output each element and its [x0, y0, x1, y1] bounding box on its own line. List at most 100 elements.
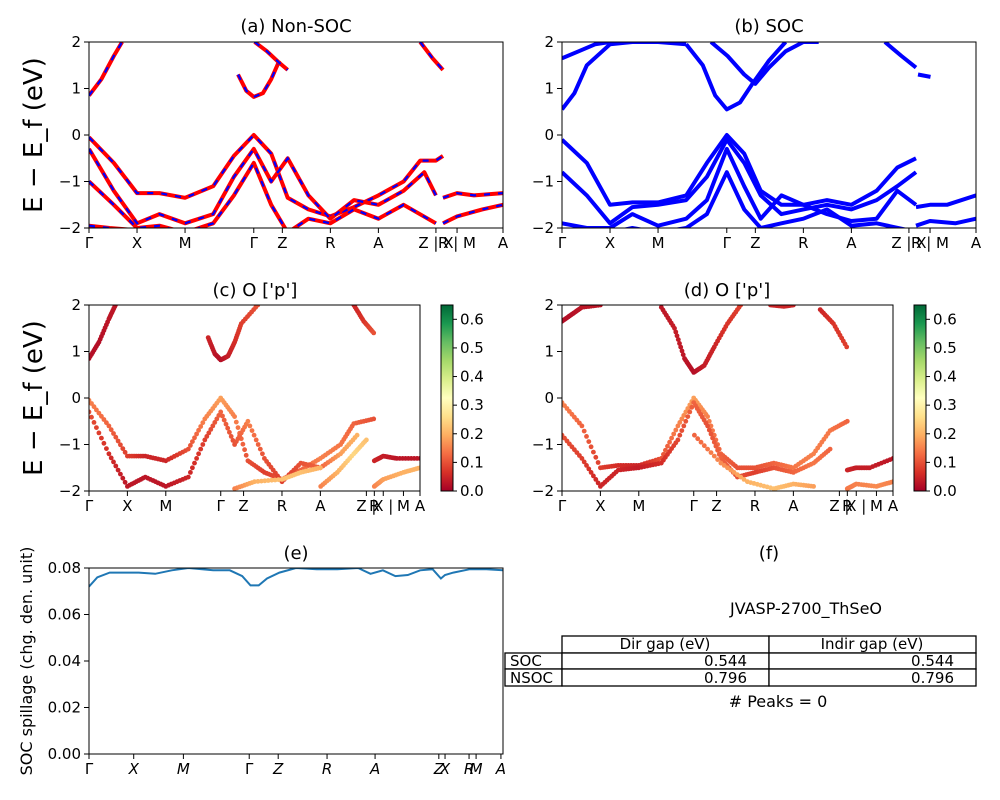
band-point [118, 471, 123, 477]
x-tick-label: M [652, 234, 665, 252]
band-point [198, 446, 204, 452]
x-tick-label: R [750, 497, 760, 515]
band-point [225, 425, 231, 431]
band-point [318, 465, 323, 471]
x-tick-label: R | M [911, 234, 949, 252]
band-point [695, 436, 701, 442]
colorbar-tick-label: 0.5 [933, 339, 957, 357]
x-tick-label: Γ [558, 234, 567, 252]
plot-frame [561, 304, 894, 492]
band-point [115, 438, 121, 444]
colorbar-tick-label: 0.1 [933, 453, 957, 471]
x-tick-label: M [179, 234, 192, 252]
band-point [713, 443, 719, 449]
band-point [113, 434, 119, 440]
gap-table: Dir gap (eV) Indir gap (eV) SOC 0.544 0.… [504, 635, 977, 687]
band-point [711, 439, 717, 445]
band-point [206, 430, 212, 436]
band-point [673, 427, 679, 433]
band-point [689, 404, 695, 410]
y-tick-label: 2 [71, 296, 81, 314]
band-point [242, 447, 248, 453]
y-tick-label: 1 [71, 80, 81, 98]
band-point [692, 432, 697, 438]
band-point [716, 452, 722, 457]
band-point [741, 477, 747, 482]
band-point [595, 480, 601, 486]
y-tick-label: 2 [71, 33, 81, 51]
band-point [89, 414, 94, 420]
band-point [705, 446, 710, 452]
spillage-line [89, 568, 503, 588]
band-point [113, 463, 119, 469]
band-point [115, 467, 121, 473]
x-tick-label: M [397, 497, 410, 515]
band-point [94, 425, 99, 430]
band-point [185, 446, 191, 452]
table-row-label-nsoc: NSOC [510, 669, 553, 687]
band-point [677, 341, 682, 346]
band-point [701, 443, 707, 449]
band-point [675, 337, 681, 342]
band-point [679, 416, 685, 422]
colorbar-bar [440, 304, 454, 492]
plot-background [89, 305, 420, 491]
band-point [227, 429, 232, 435]
table-row-label-soc: SOC [510, 652, 542, 670]
colorbar-tick-label: 0.2 [933, 425, 957, 443]
band-point [120, 446, 126, 451]
panel-c-title: (c) O ['p'] [213, 280, 298, 301]
y-tick-label: 0.08 [48, 559, 81, 577]
band-point [260, 451, 265, 457]
band-point [706, 427, 712, 433]
band-point [202, 437, 208, 443]
x-tick-label: R [464, 760, 474, 778]
band-line-9 [89, 223, 134, 228]
band-point [208, 427, 214, 432]
band-line-0 [562, 42, 687, 111]
y-tick-label: 0 [71, 389, 81, 407]
band-point [581, 428, 587, 434]
table-soc-indir: 0.544 [911, 652, 954, 670]
plot-background [89, 568, 503, 754]
series-group [89, 42, 503, 228]
band-point [255, 442, 261, 447]
panel-d-title: (d) O ['p'] [684, 280, 770, 301]
band-point [371, 330, 377, 336]
table-nsoc-indir: 0.796 [911, 669, 954, 687]
colorbar-tick-label: 0.5 [460, 339, 484, 357]
band-point [216, 413, 222, 418]
x-tick-label: Γ [250, 234, 259, 252]
x-tick-label: A [788, 497, 799, 515]
band-point [674, 333, 680, 339]
band-point [581, 459, 587, 465]
x-tick-label: Γ [217, 497, 226, 515]
x-tick-label: A [315, 497, 326, 515]
y-tick-label: 0.02 [48, 699, 81, 717]
band-point [91, 420, 97, 425]
panel-e-plot: 0.080.060.040.020.00Γ X M Γ Z R A ZX RM A [48, 559, 506, 778]
band-point [698, 439, 704, 445]
plot-frame [88, 41, 504, 229]
y-tick-label: 2 [544, 33, 554, 51]
y-tick-label: 1 [544, 343, 554, 361]
x-tick-label: X [595, 497, 605, 515]
band-line-dashed-3 [419, 42, 444, 71]
band-line-dashed-7 [442, 191, 503, 199]
band-point [223, 421, 229, 427]
band-point [200, 420, 206, 426]
colorbar-tick-label: 0.4 [933, 368, 957, 386]
band-point [708, 431, 714, 437]
band-point [679, 348, 685, 354]
band-point [200, 442, 206, 447]
band-point [595, 460, 601, 465]
x-tick-label: Γ [85, 234, 94, 252]
y-tick-label: 2 [544, 296, 554, 314]
band-point [265, 478, 271, 483]
band-point [598, 305, 603, 308]
colorbar-tick-label: 0.6 [933, 310, 957, 328]
band-point [579, 423, 585, 429]
band-point [584, 434, 589, 439]
y-tick-label: −1 [59, 436, 81, 454]
